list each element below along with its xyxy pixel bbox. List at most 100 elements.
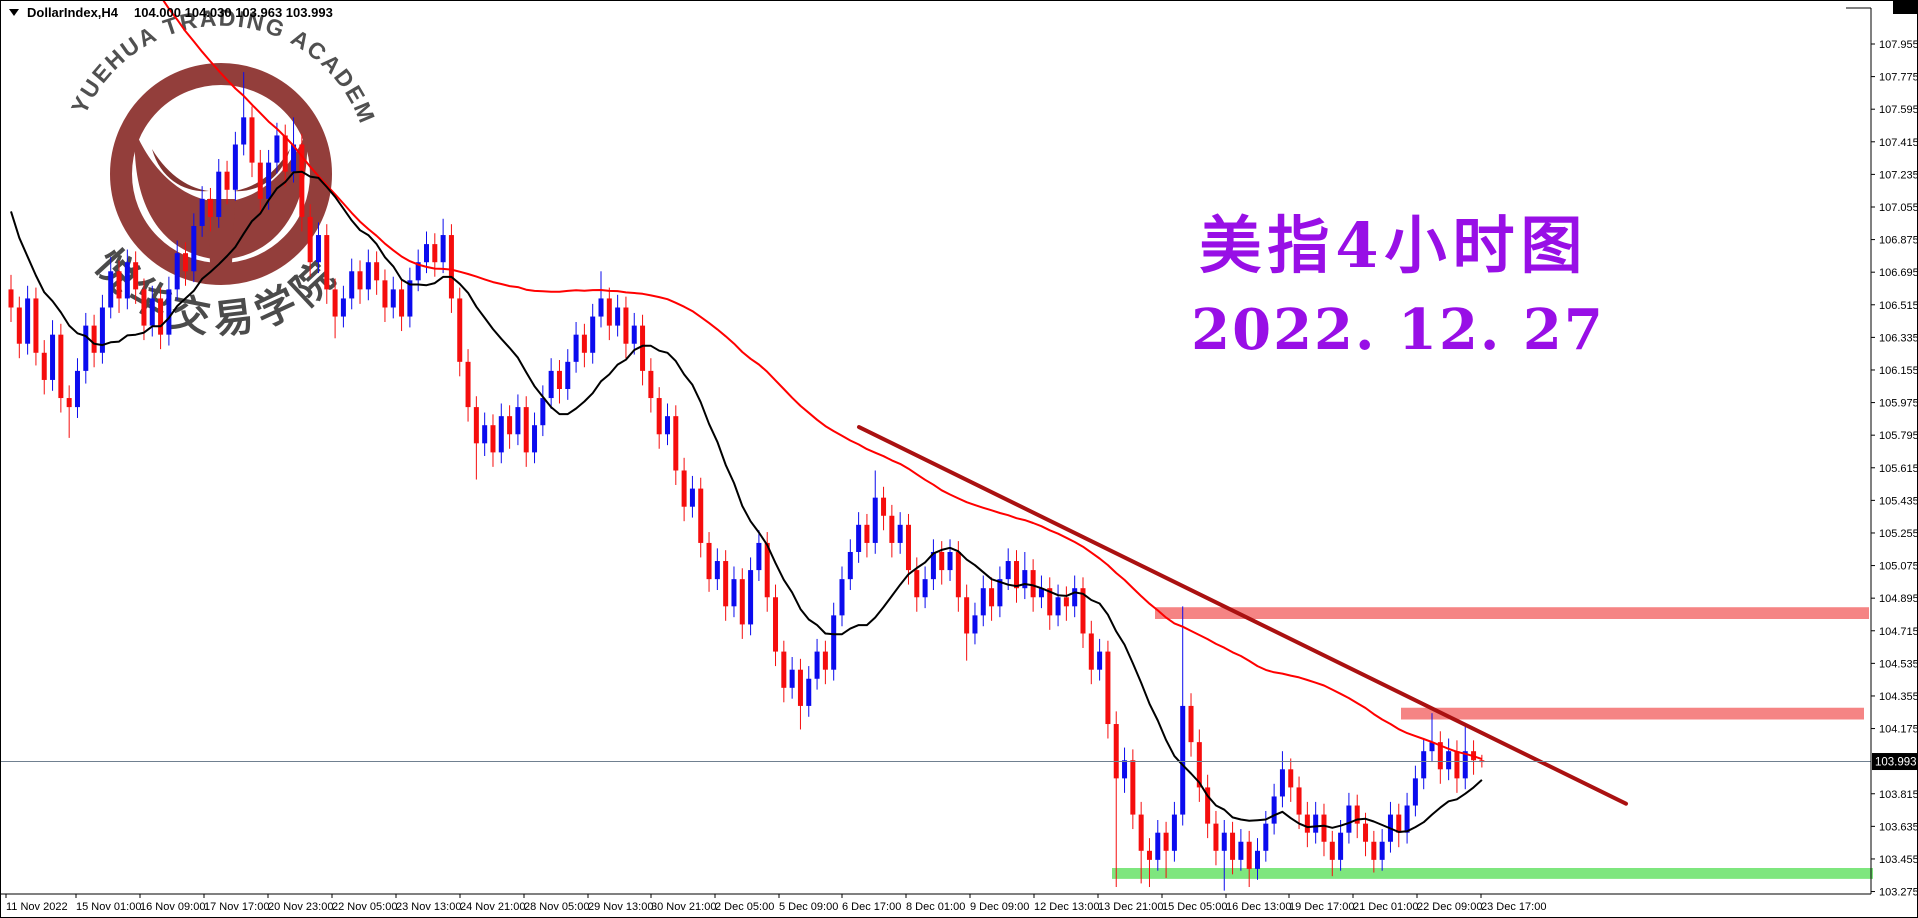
candle-body [1313,814,1319,833]
candle-body [1437,742,1443,770]
trendline[interactable] [857,425,1628,806]
candle-body [1205,787,1211,824]
candle-body [498,416,504,453]
candle-body [648,370,654,399]
candle-body [922,579,928,598]
price-tick-label: 104.175 [1879,724,1918,736]
price-tick-label: 104.895 [1879,593,1918,605]
candle-body [872,497,878,543]
time-tick-label: 16 Dec 13:00 [1226,901,1291,913]
candle-body [407,280,413,317]
candle-body [756,542,762,571]
candle-body [124,262,130,299]
candle-body [1171,814,1177,851]
candle-body [532,425,538,453]
candle-body [1412,778,1418,806]
candle-body [1196,742,1202,788]
candle-body [1130,760,1136,815]
candle-body [723,561,729,607]
price-tick-label: 103.635 [1879,821,1918,833]
candle-body [365,262,371,290]
watermark-arc-text: YUEHUA TRADING ACADEMY [1,1,381,128]
price-tick-label: 103.455 [1879,854,1918,866]
time-tick-label: 15 Nov 01:00 [76,901,141,913]
candle-body [274,135,280,163]
candle-body [1255,850,1260,869]
candle-body [207,198,213,217]
time-tick-label: 6 Dec 17:00 [842,901,901,913]
candle-body [1072,588,1078,607]
candle-body [16,307,22,344]
price-tick-label: 106.515 [1879,300,1918,312]
time-tick-label: 13 Dec 21:00 [1098,901,1163,913]
candle-body [216,171,222,217]
candle-body [141,289,147,326]
candle-body [357,271,363,290]
candle-body [1454,751,1460,779]
time-tick-label: 30 Nov 21:00 [651,901,716,913]
candle-body [33,298,39,353]
candle-body [731,579,737,607]
symbol-dropdown-icon[interactable] [9,9,19,16]
candle-body [1180,705,1186,815]
candle-body [1354,805,1360,824]
candle-body [598,298,604,317]
candle-body [930,551,936,580]
candle-body [1371,841,1377,860]
candle-body [581,334,587,353]
time-tick-label: 11 Nov 2022 [6,901,68,913]
time-tick-label: 23 Dec 17:00 [1481,901,1546,913]
price-tick-label: 107.775 [1879,72,1918,84]
ohlc-quote-label: 104.000 104.030 103.963 103.993 [134,5,333,20]
time-tick-label: 20 Nov 23:00 [268,901,333,913]
candle-body [473,407,479,444]
candle-body [399,289,405,317]
support-resistance-zones[interactable] [1112,607,1873,879]
candle-body [814,651,820,679]
candle-body [1246,841,1252,869]
candle-body [565,361,571,389]
candle-body [839,579,845,616]
price-tick-label: 107.955 [1879,39,1918,51]
candle-body [955,551,961,598]
resistance-zone-lower[interactable] [1401,707,1864,720]
price-tick-label: 106.875 [1879,235,1918,247]
price-tick-label: 106.155 [1879,365,1918,377]
candle-body [972,615,978,634]
candle-body [74,370,80,408]
annotation-date: 2022. 12. 27 [1191,297,1605,363]
time-tick-label: 5 Dec 09:00 [779,901,838,913]
candle-body [789,669,795,688]
candle-body [232,144,238,190]
candle-body [448,235,454,299]
candle-body [1321,814,1327,842]
candlestick-series[interactable] [8,72,1485,891]
time-tick-label: 22 Nov 05:00 [332,901,397,913]
candle-body [1271,796,1277,824]
candle-body [980,588,986,616]
support-zone-green[interactable] [1112,868,1873,879]
candle-body [681,470,687,507]
candle-body [266,162,272,199]
candle-body [424,244,429,263]
candle-body [1288,769,1294,788]
candle-body [748,570,754,625]
candle-body [174,253,180,290]
candle-body [797,669,803,706]
candle-body [947,551,953,571]
symbol-period-label: DollarIndex,H4 [27,5,119,20]
price-tick-label: 107.415 [1879,137,1918,149]
candle-body [806,678,812,706]
candle-body [91,325,97,353]
candle-body [41,352,47,380]
candle-body [482,425,488,444]
candle-body [905,524,911,571]
price-tick-label: 103.275 [1879,887,1918,899]
candle-body [615,307,621,326]
time-tick-label: 17 Nov 17:00 [204,901,269,913]
descending-trendline[interactable] [857,425,1628,806]
resistance-zone-upper[interactable] [1155,607,1869,619]
candle-body [1113,724,1119,779]
candle-body [997,579,1003,607]
candle-body [706,542,712,580]
